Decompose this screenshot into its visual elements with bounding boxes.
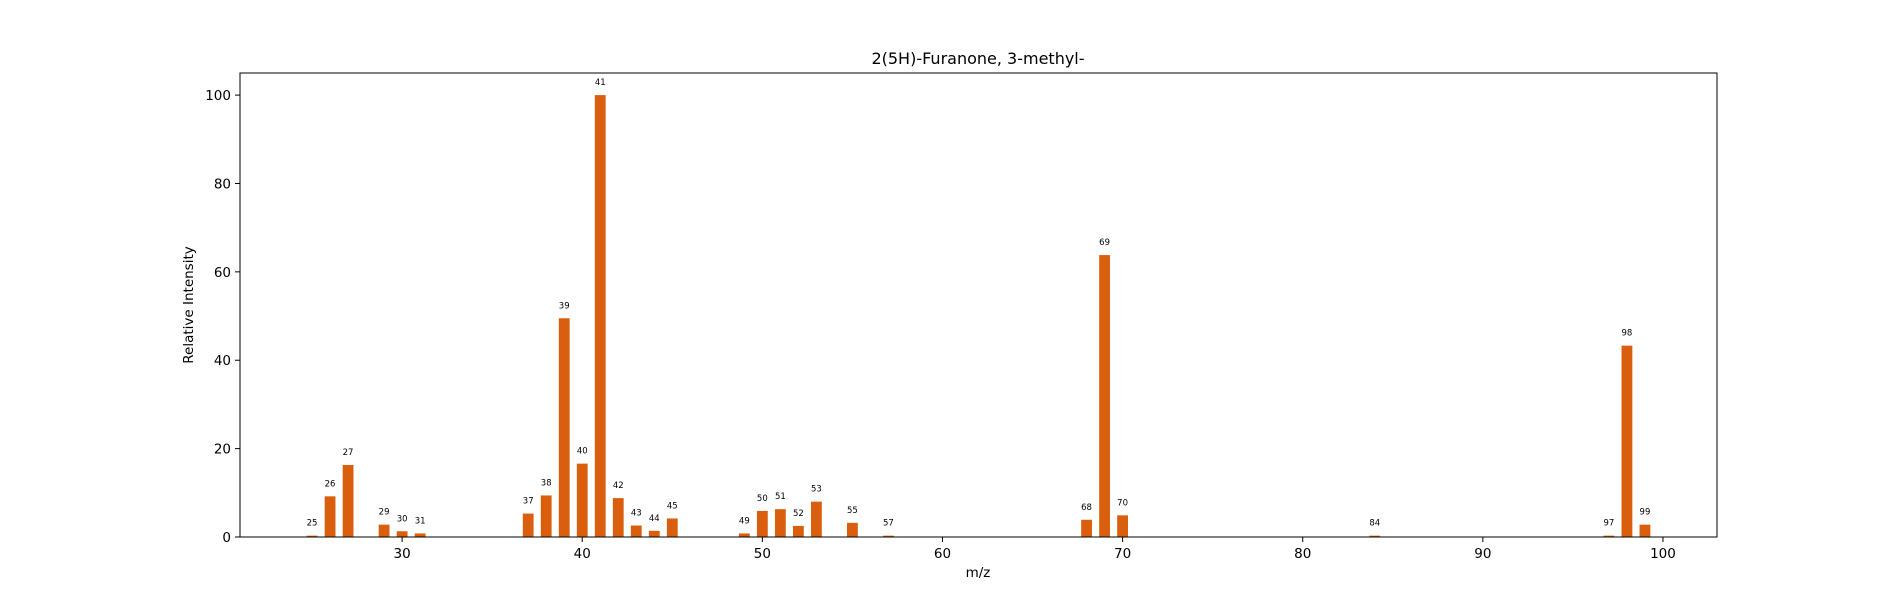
bar-mz-99 [1639, 524, 1651, 537]
x-tick-label-40: 40 [574, 546, 591, 562]
peak-label-mz-84: 84 [1369, 519, 1380, 529]
peak-label-mz-98: 98 [1622, 329, 1633, 339]
bar-mz-55 [847, 522, 858, 537]
y-tick-label-100: 100 [205, 88, 231, 104]
peak-label-mz-99: 99 [1640, 508, 1651, 518]
peak-label-mz-97: 97 [1604, 519, 1615, 529]
x-axis-title: m/z [966, 565, 991, 581]
y-axis: 0 20 40 60 80 100 [205, 88, 240, 546]
peak-label-mz-57: 57 [883, 519, 894, 529]
peak-label-mz-42: 42 [613, 481, 624, 491]
plot-frame [239, 72, 1718, 538]
peak-label-mz-25: 25 [307, 519, 318, 529]
peak-label-mz-30: 30 [397, 514, 408, 524]
bar-mz-41 [594, 95, 606, 537]
x-tick-label-90: 90 [1474, 546, 1491, 562]
bar-mz-70 [1117, 515, 1128, 537]
x-axis: 30 40 50 60 70 80 90 100 [394, 537, 1676, 562]
bar-mz-38 [540, 495, 552, 537]
peak-label-mz-55: 55 [847, 506, 858, 516]
bar-mz-49 [738, 533, 750, 537]
peak-label-mz-37: 37 [523, 497, 534, 507]
peak-label-mz-40: 40 [577, 447, 588, 457]
bar-mz-44 [648, 530, 660, 537]
peak-labels-layer: 25 26 27 29 30 31 37 38 39 40 41 42 43 44 45 49 50 51 52 53… [307, 78, 1651, 529]
peak-label-mz-50: 50 [757, 494, 768, 504]
bar-mz-98 [1621, 345, 1633, 537]
bar-mz-97 [1603, 535, 1615, 537]
x-tick-label-100: 100 [1650, 546, 1676, 562]
bar-mz-52 [792, 525, 804, 537]
y-axis-title: Relative Intensity [181, 246, 197, 364]
peak-label-mz-31: 31 [415, 516, 426, 526]
bar-mz-25 [306, 535, 318, 537]
x-tick-label-50: 50 [754, 546, 771, 562]
peak-label-mz-39: 39 [559, 301, 570, 311]
bar-mz-68 [1081, 519, 1092, 537]
x-tick-label-70: 70 [1114, 546, 1131, 562]
peak-label-mz-26: 26 [325, 479, 336, 489]
bar-mz-29 [378, 524, 390, 537]
bar-mz-57 [883, 535, 894, 537]
bar-mz-43 [630, 525, 642, 537]
peak-label-mz-29: 29 [379, 508, 390, 518]
bar-mz-50 [756, 510, 768, 537]
bar-mz-51 [774, 509, 786, 537]
x-tick-label-80: 80 [1294, 546, 1311, 562]
bar-mz-45 [666, 518, 678, 537]
y-tick-label-0: 0 [222, 530, 231, 546]
bar-mz-31 [414, 533, 426, 537]
peak-label-mz-44: 44 [649, 514, 660, 524]
y-tick-label-80: 80 [214, 176, 231, 192]
y-tick-label-20: 20 [214, 442, 231, 458]
bar-mz-30 [396, 531, 408, 537]
bar-mz-39 [558, 318, 570, 537]
x-tick-label-30: 30 [394, 546, 411, 562]
bar-mz-37 [522, 513, 534, 537]
peak-label-mz-45: 45 [667, 501, 678, 511]
bar-mz-26 [324, 496, 336, 537]
peak-label-mz-49: 49 [739, 516, 750, 526]
peak-label-mz-70: 70 [1117, 498, 1128, 508]
peak-label-mz-53: 53 [811, 485, 822, 495]
y-tick-label-60: 60 [214, 265, 231, 281]
bar-mz-69 [1099, 255, 1110, 537]
bar-mz-42 [612, 498, 624, 537]
peak-label-mz-68: 68 [1081, 503, 1092, 513]
bar-mz-84 [1369, 535, 1381, 537]
bars-layer [306, 95, 1651, 537]
peak-label-mz-52: 52 [793, 509, 804, 519]
bar-mz-27 [342, 464, 354, 537]
peak-label-mz-38: 38 [541, 478, 552, 488]
peak-label-mz-43: 43 [631, 509, 642, 519]
peak-label-mz-41: 41 [595, 78, 606, 88]
bar-mz-53 [810, 501, 822, 537]
peak-label-mz-69: 69 [1099, 238, 1110, 248]
bar-mz-40 [576, 463, 588, 537]
x-tick-label-60: 60 [934, 546, 951, 562]
y-tick-label-40: 40 [214, 353, 231, 369]
peak-label-mz-27: 27 [343, 448, 354, 458]
peak-label-mz-51: 51 [775, 492, 786, 502]
chart-title: 2(5H)-Furanone, 3-methyl- [871, 49, 1084, 68]
